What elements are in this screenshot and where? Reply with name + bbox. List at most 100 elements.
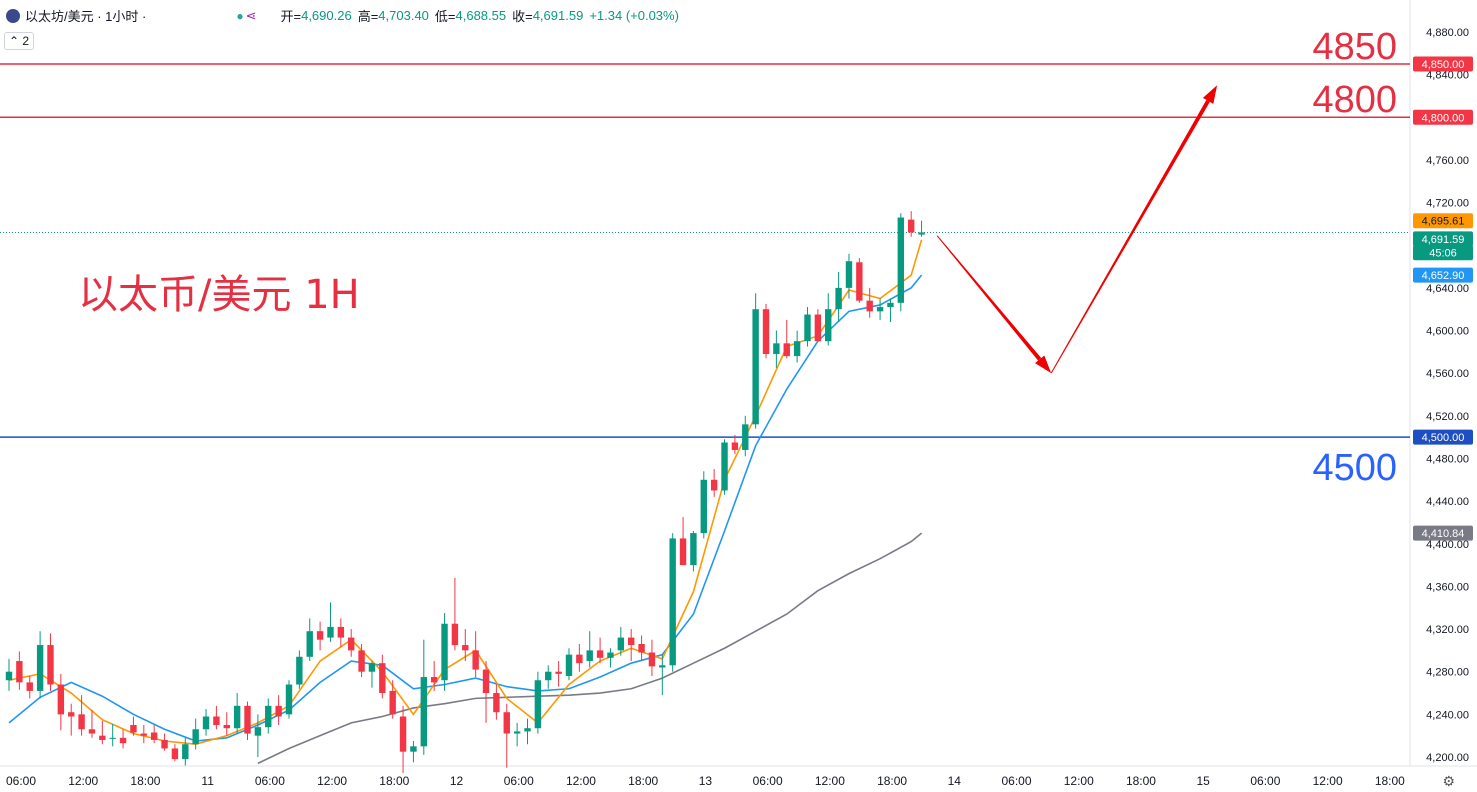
candle-body	[36, 645, 44, 691]
candle-body	[275, 705, 282, 717]
candle-body	[265, 705, 272, 728]
indicator-count: 2	[22, 34, 30, 48]
candle-body	[296, 656, 303, 685]
settings-icon[interactable]: ⚙	[1442, 773, 1455, 789]
candle-body	[710, 479, 718, 491]
candle-body	[109, 737, 116, 739]
x-tick-label: 18:00	[877, 774, 907, 788]
candle-body	[690, 533, 697, 566]
candle-body	[327, 626, 334, 638]
x-tick-label: 13	[699, 774, 713, 788]
y-tick-label: 4,280.00	[1426, 667, 1469, 679]
candle-body	[140, 733, 148, 736]
price-label-bg	[1413, 231, 1473, 247]
x-tick-label: 14	[948, 774, 962, 788]
candle-body	[524, 728, 531, 732]
candle-body	[430, 677, 438, 683]
candle-body	[171, 748, 179, 760]
x-tick-label: 18:00	[379, 774, 409, 788]
candle-body	[742, 424, 749, 450]
x-tick-label: 12:00	[317, 774, 347, 788]
x-tick-label: 12:00	[1064, 774, 1094, 788]
candle-body	[389, 690, 396, 715]
price-label-bg	[1413, 245, 1473, 261]
candle-body	[451, 623, 459, 646]
x-tick-label: 06:00	[753, 774, 783, 788]
indicator-toggle[interactable]: ⌃ 2	[4, 32, 35, 50]
y-tick-label: 4,480.00	[1426, 453, 1469, 465]
x-tick-label: 12:00	[68, 774, 98, 788]
price-label: 45:06	[1429, 248, 1457, 260]
candle-body	[285, 684, 293, 715]
candle-body	[78, 714, 85, 730]
arrow-shaft-0	[936, 235, 1042, 361]
high-value: 4,703.40	[378, 8, 429, 23]
arrow-shaft-1	[1050, 99, 1210, 374]
y-tick-label: 4,320.00	[1426, 624, 1469, 636]
y-tick-label: 4,520.00	[1426, 411, 1469, 423]
price-label: 4,652.90	[1422, 270, 1465, 282]
level-label-4800: 4800	[1312, 79, 1397, 122]
y-tick-label: 4,560.00	[1426, 368, 1469, 380]
candle-body	[762, 309, 770, 354]
price-label-bg	[1413, 525, 1473, 541]
x-tick-label: 06:00	[504, 774, 534, 788]
low-label: 低=	[434, 9, 456, 24]
high-label: 高=	[357, 9, 379, 24]
candle-body	[845, 261, 853, 288]
share-icon[interactable]: ⋖	[245, 7, 257, 23]
price-label-bg	[1413, 429, 1473, 445]
candle-body	[679, 538, 687, 566]
candle-body	[88, 729, 96, 734]
price-label-bg	[1413, 267, 1473, 283]
x-tick-label: 06:00	[6, 774, 36, 788]
candle-body	[399, 716, 407, 752]
x-tick-label: 12	[450, 774, 464, 788]
price-label: 4,691.59	[1422, 234, 1465, 246]
price-label: 4,410.84	[1422, 528, 1465, 540]
candle-body	[565, 654, 573, 676]
annotation-title: 以太币/美元 1H	[78, 272, 360, 318]
candle-body	[825, 309, 832, 342]
candle-body	[596, 650, 604, 658]
close-value: 4,691.59	[532, 8, 584, 23]
candle-body	[638, 643, 645, 653]
candle-body	[316, 631, 324, 640]
candle-body	[804, 314, 811, 342]
candle-body	[648, 652, 656, 667]
price-label: 4,850.00	[1422, 59, 1465, 71]
candle-body	[752, 309, 759, 425]
candle-body	[513, 731, 521, 734]
y-tick-label: 4,640.00	[1426, 283, 1469, 295]
y-tick-label: 4,840.00	[1426, 70, 1469, 82]
open-label: 开=	[280, 9, 302, 24]
candle-body	[244, 705, 251, 734]
x-tick-label: 18:00	[130, 774, 160, 788]
level-label-4850: 4850	[1312, 25, 1397, 68]
candle-body	[534, 680, 542, 729]
y-tick-label: 4,760.00	[1426, 155, 1469, 167]
open-value: 4,690.26	[301, 8, 352, 23]
candle-body	[5, 671, 13, 681]
chevron-up-icon: ⌃	[9, 34, 23, 48]
symbol-title[interactable]: 以太坊/美元 · 1小时 ·	[25, 9, 147, 24]
x-tick-label: 06:00	[1002, 774, 1032, 788]
price-label-bg	[1413, 56, 1473, 72]
x-tick-label: 12:00	[566, 774, 596, 788]
close-label: 收=	[512, 9, 533, 24]
x-tick-label: 11	[201, 774, 214, 788]
candle-body	[814, 314, 822, 342]
candle-body	[866, 300, 873, 312]
candle-body	[897, 217, 905, 303]
level-label-4500: 4500	[1312, 447, 1397, 490]
ethereum-logo-icon	[6, 8, 20, 23]
candle-body	[773, 343, 780, 354]
candle-body	[368, 663, 376, 672]
candle-body	[130, 725, 137, 733]
candle-body	[358, 650, 365, 672]
x-tick-label: 06:00	[1250, 774, 1280, 788]
candle-body	[628, 637, 635, 646]
candle-body	[721, 442, 728, 491]
candle-body	[306, 631, 313, 657]
